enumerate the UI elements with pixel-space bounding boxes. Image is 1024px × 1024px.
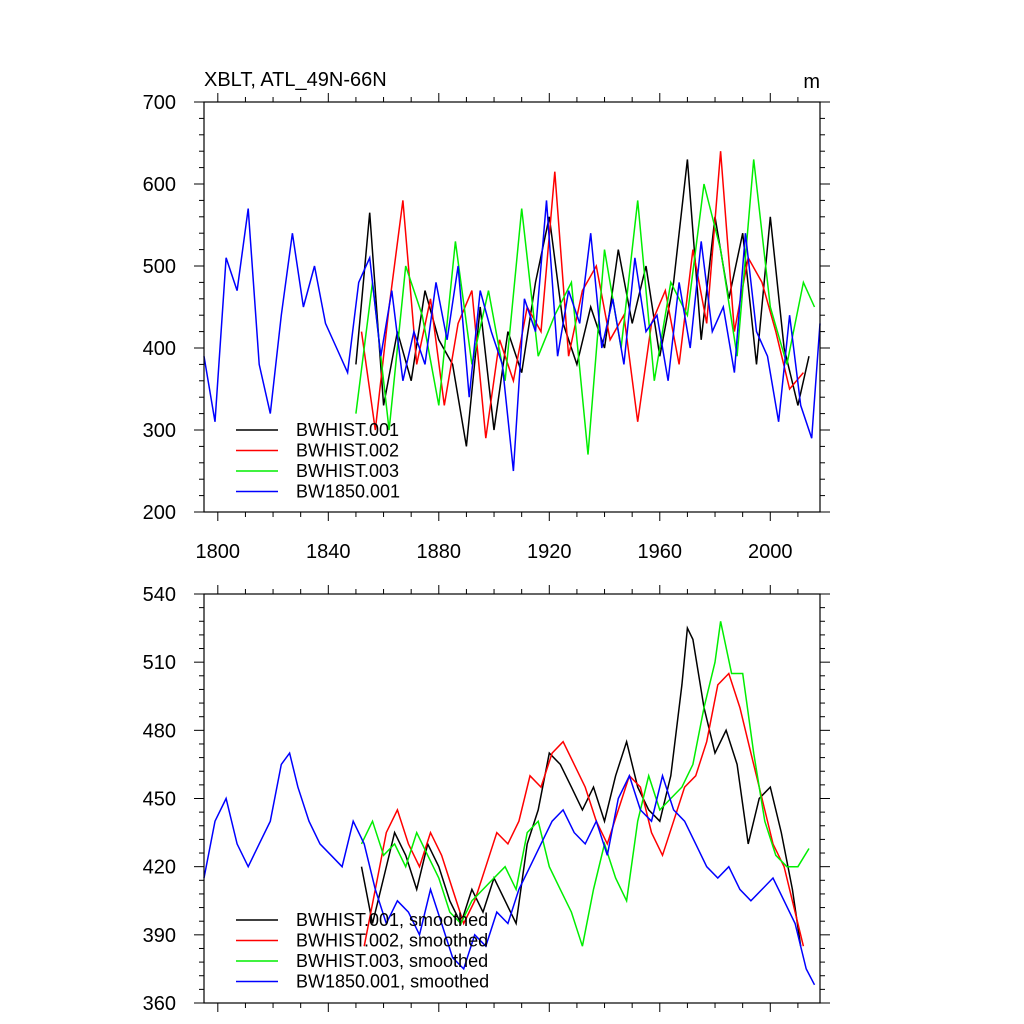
- plot2-series-line-3: [360, 621, 810, 947]
- plot1-ytick-label: 300: [143, 420, 176, 442]
- plot1-xtick-label: 2000: [748, 541, 793, 563]
- plot1-ytick-label: 200: [143, 502, 176, 524]
- plot1-legend-label-2: BWHIST.002: [296, 441, 399, 461]
- plot2-ytick-label: 480: [143, 720, 176, 742]
- plot2-ytick-label: 540: [143, 584, 176, 606]
- plot1-legend-label-1: BWHIST.001: [296, 420, 399, 440]
- plot1-xtick-label: 1800: [196, 541, 241, 563]
- plot2-ytick-label: 360: [143, 993, 176, 1015]
- plot1-xtick-label: 1920: [527, 541, 572, 563]
- plot1-ytick-label: 700: [143, 92, 176, 114]
- lower-plot: 360 390 420 450 480 510 540 BWHIST.001, smoothe…: [143, 584, 830, 1015]
- plot2-ytick-label: 450: [143, 789, 176, 811]
- plot2-series-line-1: [360, 625, 802, 947]
- plot1-frame: [203, 101, 821, 513]
- plot1-xtick-label: 1960: [638, 541, 683, 563]
- plot1-legend-label-4: BW1850.001: [296, 482, 400, 502]
- plot1-ytick-label: 400: [143, 338, 176, 360]
- plot2-legend-label-2: BWHIST.002, smoothed: [296, 931, 488, 951]
- plot1-series-line-4: [203, 200, 821, 472]
- plot1-legend-label-3: BWHIST.003: [296, 461, 399, 481]
- plot1-ytick-label: 600: [143, 174, 176, 196]
- plot2-legend-label-1: BWHIST.001, smoothed: [296, 910, 488, 930]
- plot1-title: XBLT, ATL_49N-66N: [204, 69, 387, 91]
- plot1-ytick-label: 500: [143, 256, 176, 278]
- plot2-ytick-label: 390: [143, 925, 176, 947]
- plot1-series-line-2: [360, 151, 804, 439]
- plot1-xtick-label: 1880: [417, 541, 462, 563]
- plot1-units: m: [803, 71, 820, 93]
- plot2-ytick-label: 420: [143, 857, 176, 879]
- plot2-ytick-label: 510: [143, 652, 176, 674]
- plot2-series-line-4: [203, 751, 816, 986]
- upper-plot: 1800 1840 1880 1920 1960 2000 200 300 400 500 600 7…: [143, 92, 830, 563]
- plot2-legend-label-3: BWHIST.003, smoothed: [296, 951, 488, 971]
- plot1-series-line-3: [355, 159, 816, 455]
- plot2-legend-label-4: BW1850.001, smoothed: [296, 972, 489, 992]
- plot1-xtick-label: 1840: [306, 541, 351, 563]
- plot2-series-line-2: [363, 672, 805, 947]
